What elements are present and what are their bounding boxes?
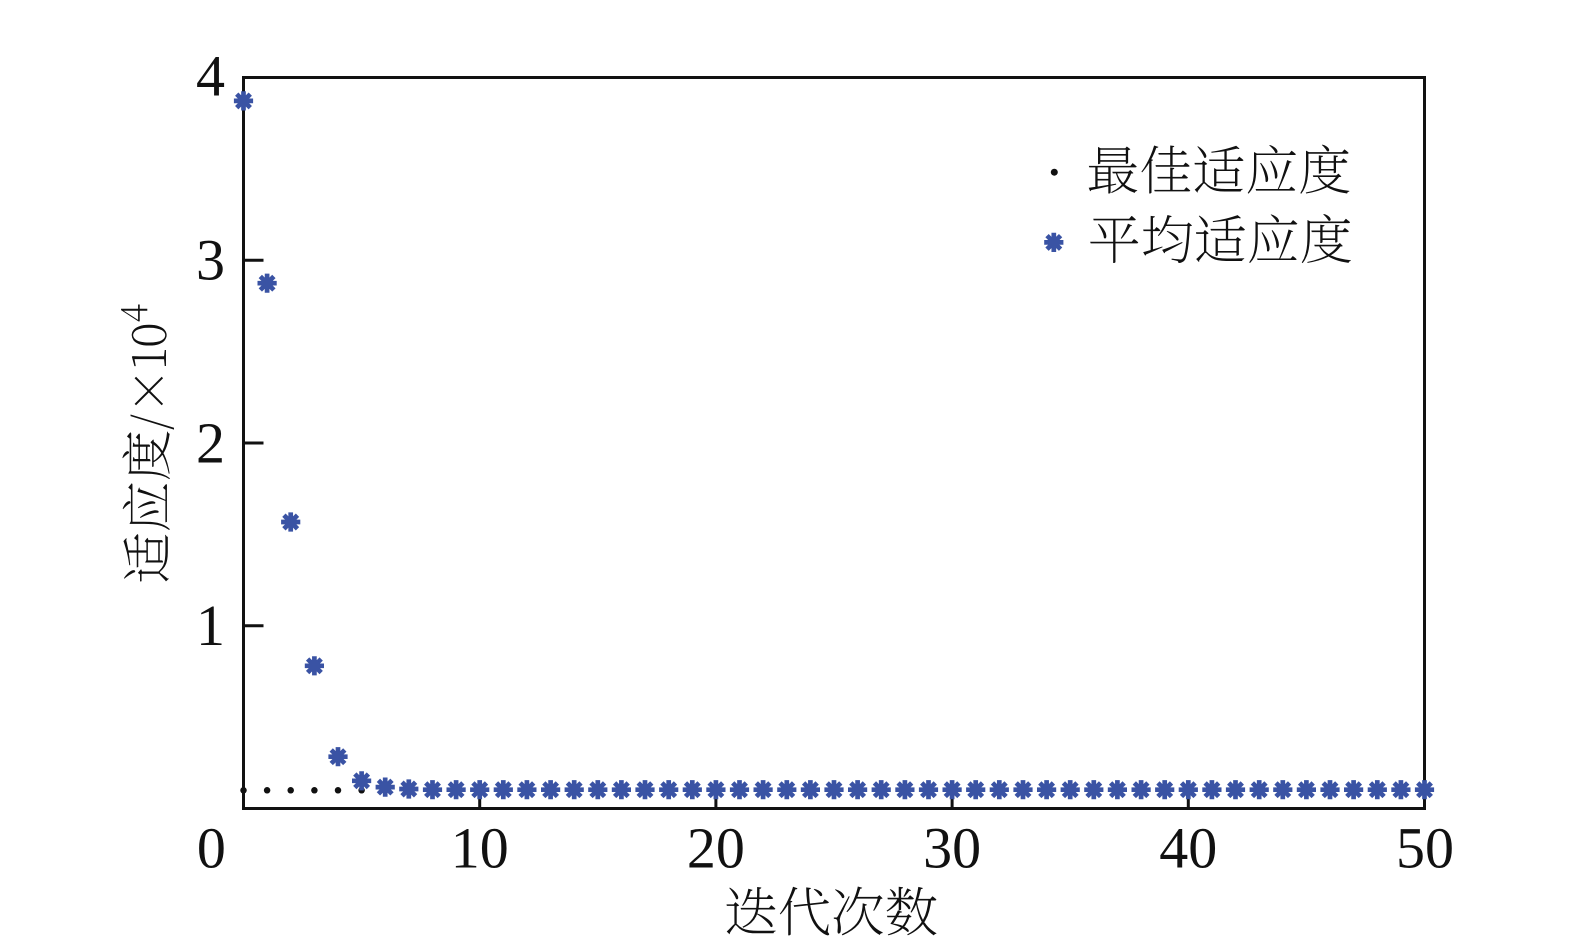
svg-text:40: 40 [1159, 816, 1217, 881]
svg-text:30: 30 [923, 816, 981, 881]
svg-text:1: 1 [196, 593, 225, 658]
svg-text:3: 3 [196, 228, 225, 293]
svg-text:2: 2 [196, 410, 225, 475]
svg-text:4: 4 [196, 44, 225, 109]
svg-text:20: 20 [687, 816, 745, 881]
svg-text:10: 10 [451, 816, 509, 881]
svg-text:50: 50 [1396, 816, 1454, 881]
svg-text:0: 0 [197, 816, 226, 881]
